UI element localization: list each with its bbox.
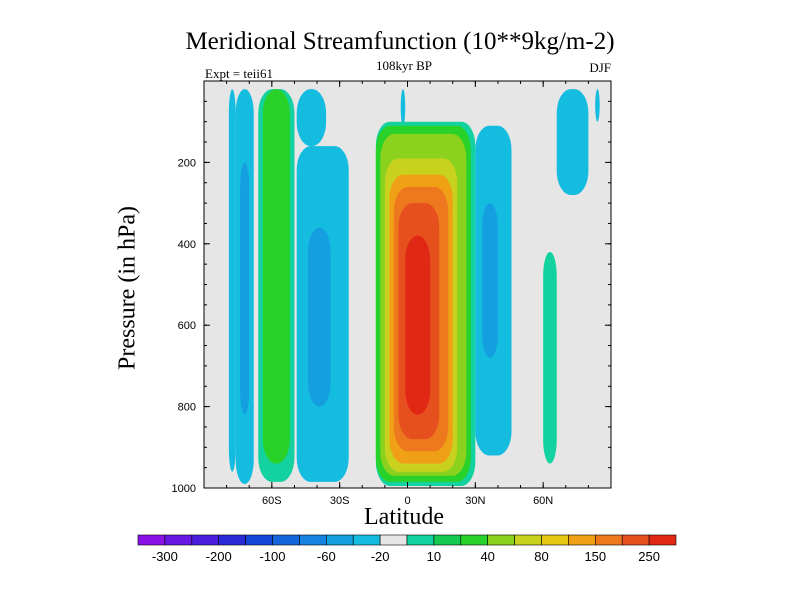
contour-band <box>228 89 236 472</box>
season-label: DJF <box>589 60 611 75</box>
contour-band <box>308 227 331 407</box>
colorbar-swatch <box>406 534 435 546</box>
contour-band <box>400 89 406 126</box>
colorbar-swatch <box>541 534 569 546</box>
colorbar-swatch <box>245 534 273 546</box>
y-tick-label: 800 <box>178 402 196 414</box>
x-tick-label: 30S <box>330 495 350 507</box>
colorbar-swatch <box>594 534 623 546</box>
x-tick-label: 30N <box>465 495 485 507</box>
colorbar-swatch <box>460 534 488 546</box>
colorbar-label: -300 <box>152 549 178 564</box>
contour-band <box>482 203 498 358</box>
y-tick-label: 200 <box>178 157 196 169</box>
colorbar-label: 10 <box>427 549 441 564</box>
plot-frame <box>203 80 612 489</box>
chart-subtitle: 108kyr BP <box>376 58 432 73</box>
colorbar: -300 -200 -100 -60 -20 10 40 80 150 250 <box>137 534 677 564</box>
contour-band <box>240 162 250 415</box>
x-tick-label: 60S <box>262 495 282 507</box>
colorbar-swatch <box>621 534 650 546</box>
x-tick-label: 60N <box>533 495 553 507</box>
colorbar-swatch <box>487 534 515 546</box>
colorbar-swatch <box>164 534 193 546</box>
chart-title: Meridional Streamfunction (10**9kg/m-2) <box>185 28 615 55</box>
colorbar-swatch <box>568 534 596 546</box>
y-tick-label: 400 <box>178 239 196 251</box>
colorbar-swatch <box>514 534 542 546</box>
colorbar-label: 40 <box>480 549 494 564</box>
colorbar-swatch <box>272 534 300 546</box>
y-axis-label: Pressure (in hPa) <box>114 206 141 370</box>
contour-band <box>543 251 557 464</box>
colorbar-label: 250 <box>638 549 660 564</box>
colorbar-label: 150 <box>584 549 606 564</box>
y-tick-label: 1000 <box>172 483 196 495</box>
contour-band <box>595 89 600 122</box>
contour-band <box>405 235 431 415</box>
colorbar-swatch <box>137 534 166 546</box>
colorbar-swatch <box>433 534 462 546</box>
colorbar-swatch <box>218 534 246 546</box>
x-axis-label: Latitude <box>364 504 444 530</box>
colorbar-swatch <box>191 534 220 546</box>
x-tick-label: 0 <box>404 495 410 507</box>
colorbar-label: -60 <box>317 549 336 564</box>
colorbar-label: -200 <box>206 549 232 564</box>
colorbar-swatch <box>352 534 381 546</box>
contour-field <box>228 89 600 486</box>
colorbar-swatch <box>299 534 327 546</box>
colorbar-label: 80 <box>534 549 548 564</box>
colorbar-label: -100 <box>259 549 285 564</box>
experiment-label: Expt = teii61 <box>205 66 273 81</box>
colorbar-swatch <box>325 534 354 546</box>
colorbar-swatch <box>379 534 408 546</box>
contour-band <box>556 89 589 195</box>
y-tick-label: 600 <box>178 320 196 332</box>
colorbar-label: -20 <box>371 549 390 564</box>
contour-band <box>296 89 327 147</box>
colorbar-swatch <box>648 534 677 546</box>
contour-band <box>262 89 290 464</box>
